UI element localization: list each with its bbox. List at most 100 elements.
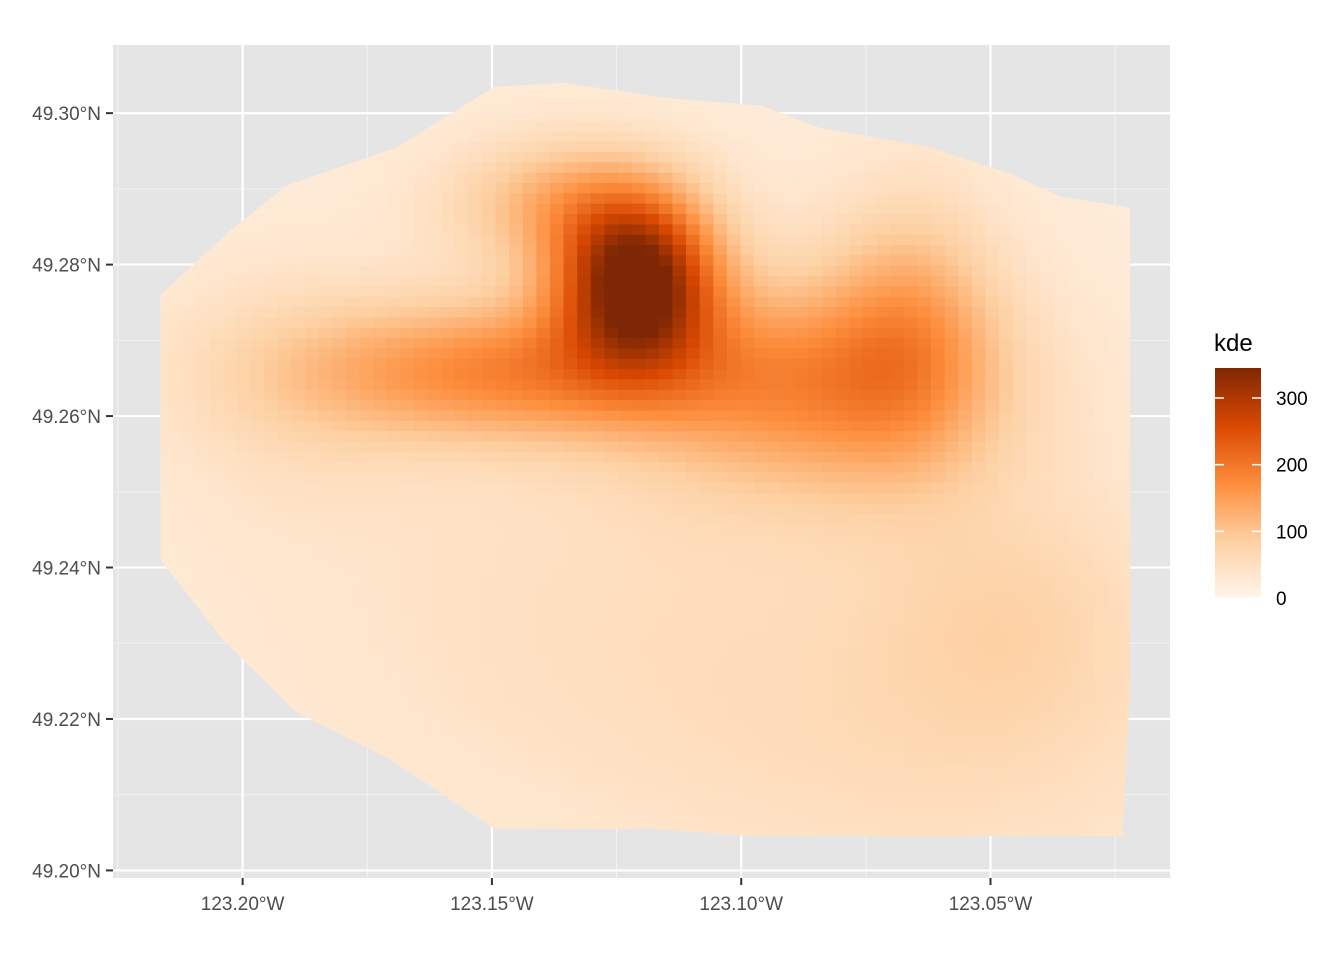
density-cell bbox=[577, 657, 592, 669]
density-cell bbox=[903, 606, 918, 618]
density-cell bbox=[944, 471, 959, 483]
density-cell bbox=[781, 492, 796, 504]
density-cell bbox=[781, 585, 796, 597]
density-cell bbox=[1026, 833, 1041, 837]
density-cell bbox=[182, 389, 197, 401]
density-cell bbox=[413, 265, 429, 277]
density-cell bbox=[862, 595, 878, 607]
density-cell bbox=[944, 347, 959, 359]
density-cell bbox=[944, 833, 959, 837]
density-cell bbox=[481, 285, 497, 297]
density-cell bbox=[658, 420, 674, 432]
density-cell bbox=[631, 347, 646, 359]
density-cell bbox=[563, 761, 578, 773]
density-cell bbox=[917, 192, 932, 204]
density-cell bbox=[209, 606, 225, 618]
density-cell bbox=[1053, 544, 1068, 556]
density-cell bbox=[1080, 451, 1095, 463]
density-cell bbox=[686, 668, 701, 680]
density-cell bbox=[1107, 306, 1123, 318]
density-cell bbox=[971, 409, 987, 421]
density-cell bbox=[985, 750, 1000, 762]
density-cell bbox=[985, 812, 1000, 824]
density-cell bbox=[658, 595, 674, 607]
density-cell bbox=[237, 234, 252, 246]
density-cell bbox=[631, 668, 646, 680]
density-cell bbox=[481, 585, 497, 597]
density-cell bbox=[495, 316, 510, 328]
density-cell bbox=[509, 223, 524, 235]
density-cell bbox=[495, 502, 510, 514]
density-cell bbox=[522, 430, 537, 442]
density-cell bbox=[672, 637, 687, 649]
density-cell bbox=[495, 358, 510, 370]
density-cell bbox=[386, 688, 401, 700]
density-cell bbox=[890, 678, 905, 690]
density-cell bbox=[794, 823, 810, 835]
density-cell bbox=[160, 523, 170, 535]
density-cell bbox=[726, 182, 742, 194]
density-cell bbox=[549, 771, 565, 783]
density-cell bbox=[631, 616, 646, 628]
density-cell bbox=[400, 203, 415, 215]
density-cell bbox=[468, 172, 483, 184]
density-cell bbox=[604, 161, 619, 173]
density-cell bbox=[563, 306, 578, 318]
density-cell bbox=[672, 626, 687, 638]
density-cell bbox=[985, 482, 1000, 494]
density-cell bbox=[209, 471, 225, 483]
density-cell bbox=[1080, 420, 1095, 432]
density-cell bbox=[536, 523, 551, 535]
density-cell bbox=[999, 616, 1014, 628]
density-cell bbox=[713, 678, 728, 690]
density-cell bbox=[345, 595, 361, 607]
density-cell bbox=[522, 482, 537, 494]
density-cell bbox=[264, 223, 279, 235]
density-cell bbox=[618, 554, 633, 566]
density-cell bbox=[563, 141, 578, 153]
density-cell bbox=[686, 564, 701, 576]
density-cell bbox=[686, 533, 701, 545]
density-cell bbox=[876, 523, 891, 535]
density-cell bbox=[631, 781, 646, 793]
density-cell bbox=[713, 420, 728, 432]
density-cell bbox=[862, 575, 878, 587]
density-cell bbox=[958, 409, 973, 421]
density-cell bbox=[400, 440, 415, 452]
density-cell bbox=[441, 626, 456, 638]
density-cell bbox=[196, 544, 211, 556]
density-cell bbox=[386, 368, 401, 380]
density-cell bbox=[495, 203, 510, 215]
density-cell bbox=[413, 647, 429, 659]
density-cell bbox=[1067, 440, 1082, 452]
density-cell bbox=[277, 688, 293, 700]
density-cell bbox=[332, 368, 347, 380]
density-cell bbox=[917, 306, 932, 318]
density-cell bbox=[658, 482, 674, 494]
density-cell bbox=[1012, 564, 1027, 576]
density-cell bbox=[318, 688, 333, 700]
density-cell bbox=[944, 461, 959, 473]
density-cell bbox=[781, 244, 796, 256]
density-cell bbox=[509, 606, 524, 618]
density-cell bbox=[631, 626, 646, 638]
density-cell bbox=[373, 688, 388, 700]
density-cell bbox=[740, 399, 755, 411]
density-cell bbox=[1080, 389, 1095, 401]
density-cell bbox=[1053, 740, 1068, 752]
density-cell bbox=[822, 409, 837, 421]
density-cell bbox=[509, 740, 524, 752]
density-cell bbox=[876, 647, 891, 659]
density-cell bbox=[849, 482, 864, 494]
density-cell bbox=[577, 606, 592, 618]
density-cell bbox=[400, 223, 415, 235]
density-cell bbox=[658, 802, 674, 814]
density-cell bbox=[1039, 327, 1055, 339]
density-cell bbox=[182, 482, 197, 494]
density-cell bbox=[495, 616, 510, 628]
density-cell bbox=[1080, 327, 1095, 339]
density-cell bbox=[237, 265, 252, 277]
density-cell bbox=[1067, 492, 1082, 504]
density-cell bbox=[318, 657, 333, 669]
density-cell bbox=[740, 244, 755, 256]
